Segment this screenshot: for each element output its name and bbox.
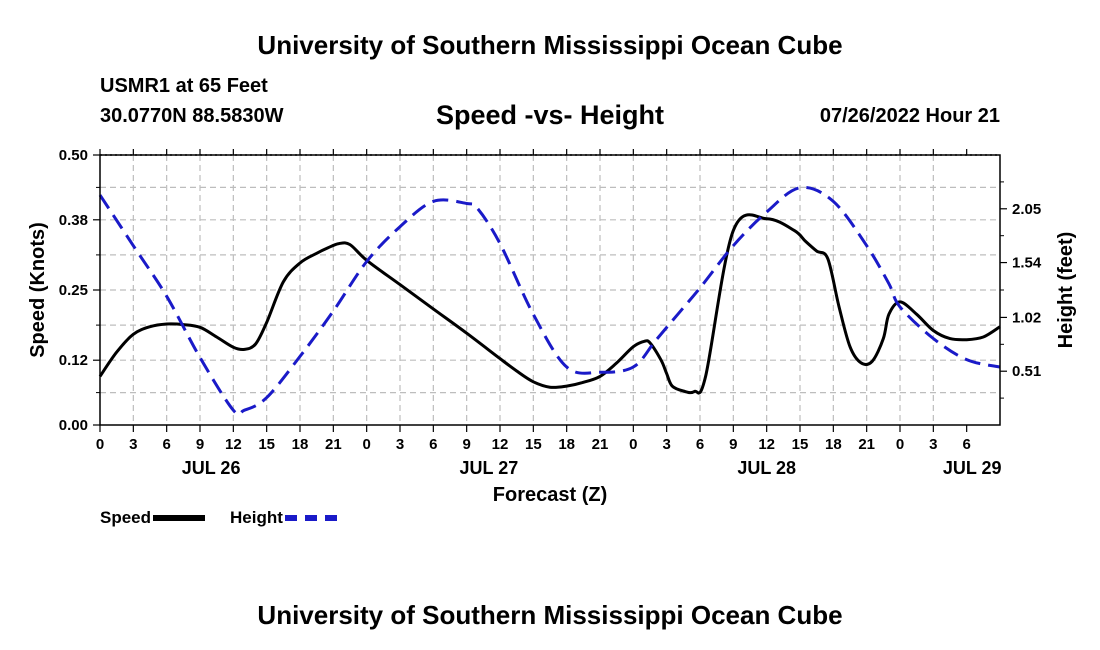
x-tick-label: 3 [929,436,937,453]
date-label: JUL 28 [737,458,796,478]
y-axis-label: Speed (Knots) [27,222,49,358]
x-tick-label: 21 [325,436,342,453]
x-tick-label: 0 [629,436,637,453]
x-tick-label: 6 [962,436,970,453]
x-tick-label: 21 [592,436,609,453]
date-label: JUL 26 [182,458,241,478]
x-tick-label: 21 [858,436,875,453]
x-tick-label: 0 [96,436,104,453]
forecast-datetime: 07/26/2022 Hour 21 [819,105,1000,127]
legend-height: Height [230,508,337,528]
date-label: JUL 27 [460,458,519,478]
x-tick-label: 3 [396,436,404,453]
x-tick-label: 6 [162,436,170,453]
grid [100,154,1000,425]
x-tick-label: 12 [225,436,242,453]
x-tick-label: 9 [729,436,737,453]
y2-tick-label: 1.54 [1012,255,1042,272]
page-title: University of Southern Mississippi Ocean… [257,30,843,60]
footer-title: University of Southern Mississippi Ocean… [257,600,843,630]
y-tick-label: 0.25 [59,282,88,299]
y2-tick-label: 1.02 [1012,309,1041,326]
station-coords: 30.0770N 88.5830W [100,105,284,127]
y-tick-label: 0.00 [59,417,88,434]
x-tick-label: 15 [258,436,275,453]
series-line-height [98,185,1001,417]
y-tick-label: 0.50 [59,147,88,164]
series-lines [98,185,1001,417]
x-tick-label: 0 [896,436,904,453]
legend-height-label: Height [230,508,283,527]
y2-axis-label: Height (feet) [1055,232,1077,349]
x-tick-label: 15 [792,436,809,453]
station-label: USMR1 at 65 Feet [100,75,268,97]
x-tick-label: 12 [758,436,775,453]
x-tick-label: 6 [429,436,437,453]
series-line-speed [98,213,1001,395]
x-axis-label: Forecast (Z) [493,484,607,506]
x-tick-label: 9 [462,436,470,453]
x-tick-label: 6 [696,436,704,453]
x-tick-label: 3 [662,436,670,453]
date-label: JUL 29 [943,458,1002,478]
x-tick-label: 18 [558,436,575,453]
legend-speed-swatch [153,515,206,521]
y-tick-label: 0.38 [59,212,88,229]
x-tick-label: 18 [825,436,842,453]
y2-tick-label: 0.51 [1012,363,1041,380]
axes: 0 3 6 9 12 15 18 21 0 3 6 9 12 15 18 21 0 3 6 9 12 15 18 21 0 3 6J… [59,147,1042,478]
x-tick-label: 9 [196,436,204,453]
legend-speed-label: Speed [100,508,152,527]
x-tick-label: 15 [525,436,542,453]
legend-speed: Speed [100,508,206,528]
x-tick-label: 18 [292,436,309,453]
chart-title: Speed -vs- Height [435,100,665,130]
legend-height-swatch [284,515,337,521]
y-tick-label: 0.12 [59,352,88,369]
x-tick-label: 12 [492,436,509,453]
y2-tick-label: 2.05 [1012,201,1041,218]
x-tick-label: 3 [129,436,137,453]
x-tick-label: 0 [362,436,370,453]
